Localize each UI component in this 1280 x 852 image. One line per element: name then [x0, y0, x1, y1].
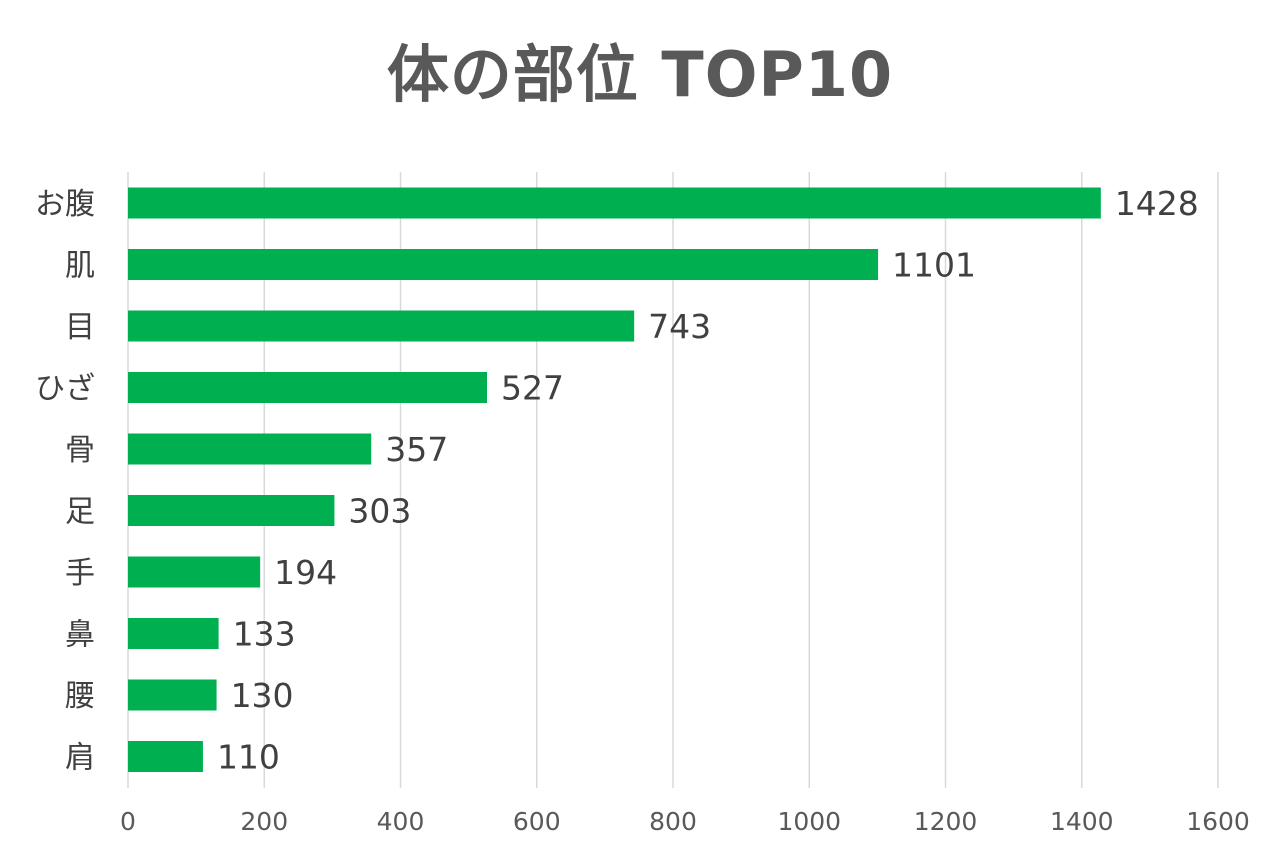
- bar-3: [128, 310, 635, 342]
- value-label: 133: [233, 615, 296, 654]
- bar-7: [128, 556, 261, 588]
- value-label: 743: [648, 307, 711, 346]
- value-label: 527: [501, 369, 564, 408]
- bar-8: [128, 618, 219, 649]
- x-tick-label: 200: [240, 807, 288, 836]
- value-label: 1101: [892, 246, 976, 285]
- category-label: 肌: [65, 249, 95, 284]
- bar-1: [128, 187, 1101, 219]
- value-label: 303: [348, 492, 411, 531]
- bars: [128, 187, 1101, 772]
- x-tick-label: 0: [120, 807, 136, 836]
- value-label: 130: [231, 676, 294, 715]
- x-tick-labels: 0 200 400 600 800 1000 1200 1400 1600: [120, 807, 1250, 836]
- category-label: 腰: [65, 679, 95, 714]
- category-label: 鼻: [65, 618, 95, 653]
- x-tick-label: 1400: [1050, 807, 1114, 836]
- bar-2: [128, 249, 879, 280]
- x-tick-label: 400: [377, 807, 425, 836]
- bar-9: [128, 679, 217, 711]
- value-labels: 1428 1101 743 527 357 303 194 133 130 110: [217, 184, 1199, 777]
- category-label: 目: [65, 310, 95, 345]
- bar-10: [128, 741, 203, 772]
- x-tick-label: 1200: [914, 807, 978, 836]
- category-label: 足: [65, 495, 95, 530]
- chart-title: 体の部位 TOP10: [386, 38, 894, 111]
- x-tick-label: 800: [649, 807, 697, 836]
- category-label: 骨: [65, 433, 95, 468]
- category-label: 手: [65, 556, 95, 591]
- value-label: 1428: [1115, 184, 1199, 223]
- value-label: 110: [217, 738, 280, 777]
- category-label: 肩: [65, 741, 95, 776]
- x-tick-label: 1000: [777, 807, 841, 836]
- bar-6: [128, 495, 335, 526]
- category-label: お腹: [35, 187, 95, 222]
- value-label: 357: [385, 430, 448, 469]
- category-label: ひざ: [35, 372, 95, 407]
- bar-5: [128, 433, 372, 465]
- x-tick-label: 600: [513, 807, 561, 836]
- value-label: 194: [274, 553, 337, 592]
- bar-4: [128, 372, 488, 403]
- x-tick-label: 1600: [1186, 807, 1250, 836]
